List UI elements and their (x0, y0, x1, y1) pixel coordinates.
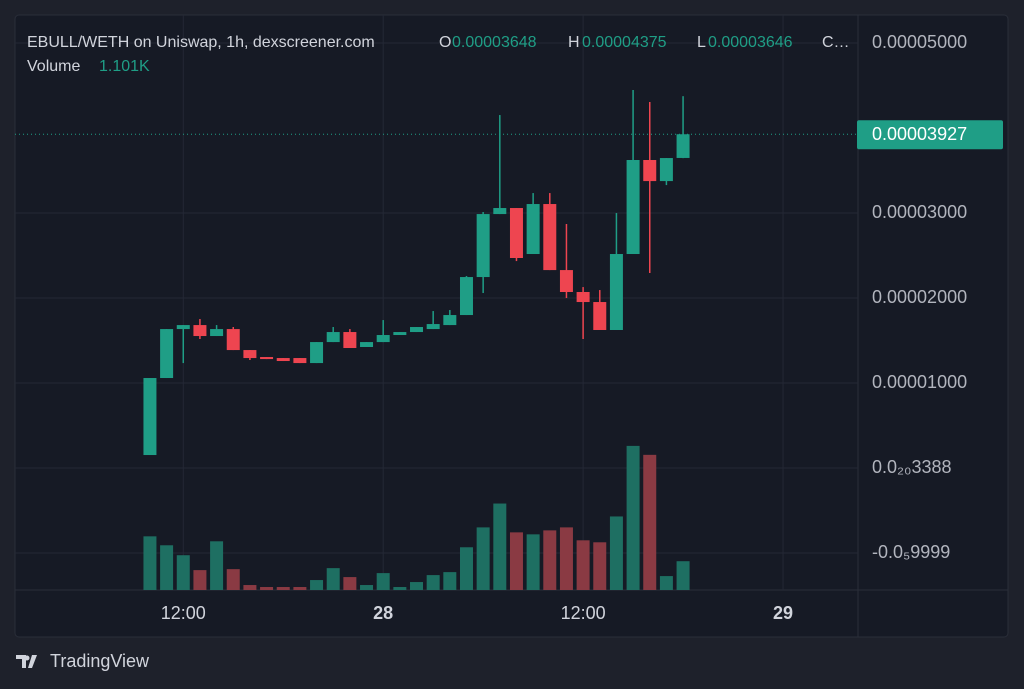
candle-body (609, 254, 623, 330)
candle-body (643, 160, 657, 182)
candle-body (343, 332, 357, 349)
brand-logo-dot (24, 655, 30, 661)
volume-bar (176, 555, 190, 590)
x-tick-label: 12:00 (561, 603, 606, 623)
open-value: 0.00003648 (452, 34, 537, 51)
brand: TradingView (16, 651, 150, 671)
volume-bar (210, 541, 224, 590)
x-tick-label: 12:00 (161, 603, 206, 623)
candle-body (576, 292, 590, 303)
candle-body (509, 208, 523, 259)
candle-body (493, 208, 507, 215)
high-value: 0.00004375 (582, 34, 667, 51)
volume-bar (293, 587, 307, 590)
candle-body (260, 357, 274, 360)
volume-bar (393, 587, 407, 590)
volume-bar (626, 445, 640, 590)
volume-bar (459, 547, 473, 590)
volume-bar (576, 540, 590, 590)
close-label: C… (822, 34, 850, 51)
volume-bar (593, 542, 607, 590)
volume-bar (509, 532, 523, 590)
candle-body (310, 342, 324, 364)
candle-body (376, 335, 390, 343)
volume-label: Volume (27, 58, 80, 75)
candle-body (193, 325, 207, 337)
candle-body (543, 204, 557, 271)
volume-bar (326, 568, 340, 590)
volume-bar (276, 587, 290, 590)
y-tick-label: -0.0₅9999 (872, 542, 950, 562)
brand-name: TradingView (50, 651, 150, 671)
low-value: 0.00003646 (708, 34, 793, 51)
volume-bar (143, 536, 157, 590)
low-label: L (697, 34, 706, 51)
candle-body (393, 332, 407, 336)
volume-bar (376, 573, 390, 590)
last-price-box (857, 120, 1003, 150)
volume-bar (659, 576, 673, 590)
volume-bar (310, 580, 324, 590)
volume-bar (426, 575, 440, 590)
brand-logo (16, 655, 37, 668)
volume-bar (676, 561, 690, 590)
candle-body (593, 302, 607, 330)
volume-bar (193, 570, 207, 590)
candle-body (410, 327, 424, 333)
volume-bar (609, 516, 623, 590)
open-label: O (439, 34, 451, 51)
candle-body (559, 270, 573, 293)
volume-bar (643, 454, 657, 590)
candle-layer (143, 90, 690, 456)
header: EBULL/WETH on Uniswap, 1h, dexscreener.c… (27, 34, 850, 75)
y-tick-label: 0.00003000 (872, 202, 967, 222)
candle-body (443, 315, 457, 326)
candle-body (226, 329, 240, 351)
candle-body (676, 134, 690, 158)
volume-bar (243, 585, 257, 590)
volume-bar (360, 585, 374, 590)
x-tick-label: 29 (773, 603, 793, 623)
candle-body (160, 329, 174, 379)
candle-body (276, 358, 290, 362)
candle-body (476, 214, 490, 278)
candle-body (243, 350, 257, 359)
volume-bar (343, 577, 357, 590)
candle-body (143, 378, 157, 456)
candle-body (526, 204, 540, 255)
volume-bar (526, 534, 540, 590)
volume-bar (543, 530, 557, 590)
chart-panel (14, 14, 1009, 638)
last-price-label: 0.00003927 (872, 124, 967, 144)
volume-bar (260, 587, 274, 590)
high-label: H (568, 34, 580, 51)
volume-bar (443, 572, 457, 590)
axes-layer: 0.00005000 0.00003000 0.00002000 0.00001000… (15, 32, 1003, 623)
volume-bar (559, 527, 573, 590)
volume-bar (493, 503, 507, 590)
volume-layer (143, 445, 690, 590)
candle-body (210, 329, 224, 337)
candle-body (326, 332, 340, 343)
candle-body (426, 324, 440, 330)
candle-body (626, 160, 640, 255)
candle-body (360, 342, 374, 347)
x-tick-label: 28 (373, 603, 393, 623)
candle-body (659, 158, 673, 182)
y-tick-label: 0.00002000 (872, 287, 967, 307)
volume-value: 1.101K (99, 58, 150, 75)
y-tick-label: 0.0₂₀3388 (872, 457, 952, 477)
y-tick-label: 0.00005000 (872, 32, 967, 52)
volume-bar (226, 569, 240, 590)
volume-bar (160, 545, 174, 590)
candle-body (459, 277, 473, 316)
candle-body (293, 358, 307, 364)
volume-bar (476, 527, 490, 590)
y-tick-label: 0.00001000 (872, 372, 967, 392)
candle-body (176, 325, 190, 330)
chart-title: EBULL/WETH on Uniswap, 1h, dexscreener.c… (27, 34, 375, 51)
volume-bar (410, 582, 424, 590)
